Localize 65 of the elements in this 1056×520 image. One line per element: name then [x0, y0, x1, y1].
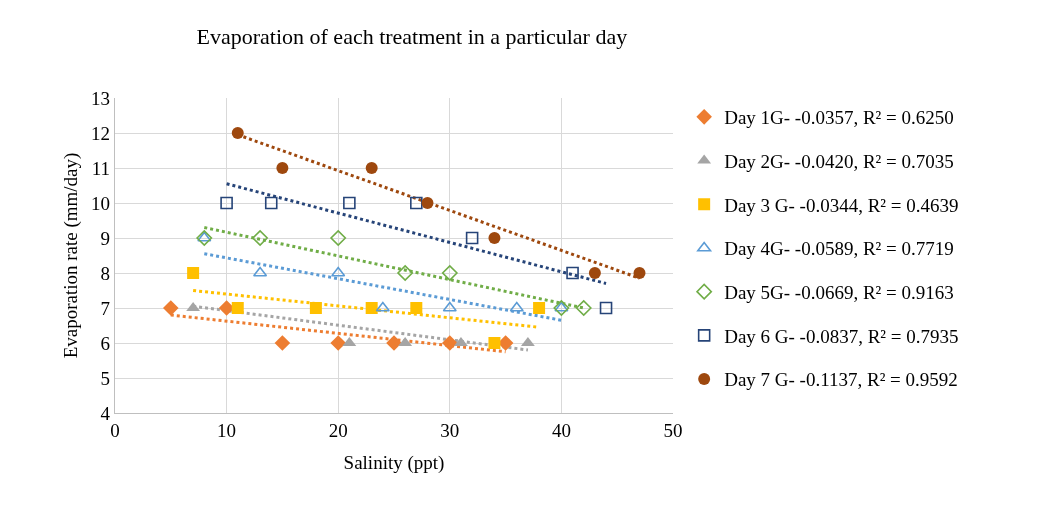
point [441, 265, 458, 281]
point [410, 302, 423, 314]
point [465, 231, 479, 245]
x-tick-label: 50 [663, 419, 683, 441]
legend-label: Day 5G- -0.0669, R² = 0.9163 [724, 282, 954, 304]
point [231, 127, 244, 139]
point [220, 196, 233, 210]
point [633, 267, 646, 279]
x-tick-label: 40 [551, 419, 571, 441]
y-tick-label: 8 [100, 262, 111, 284]
point [365, 162, 378, 174]
y-tick-label: 6 [100, 332, 111, 354]
x-tick-label: 0 [110, 419, 120, 441]
x-axis-title: Salinity (ppt) [343, 451, 445, 474]
y-tick-label: 9 [100, 227, 111, 249]
legend-label: Day 6 G- -0.0837, R² = 0.7935 [724, 325, 959, 347]
point [566, 266, 579, 280]
y-tick-label: 13 [91, 87, 111, 109]
point [442, 335, 458, 351]
point [196, 230, 213, 246]
x-tick-label: 30 [440, 419, 460, 441]
chart-title: Evaporation of each treatment in a particular day [196, 24, 628, 50]
y-axis-title: Evaporation rate (mm/day) [59, 152, 82, 359]
point [343, 196, 356, 210]
point [397, 265, 414, 281]
point [488, 232, 501, 244]
y-tick-label: 11 [91, 157, 111, 179]
legend-label: Day 3 G- -0.0344, R² = 0.4639 [724, 194, 959, 216]
point [264, 196, 278, 210]
point [330, 335, 346, 351]
point [599, 301, 613, 315]
point [509, 301, 524, 312]
point [197, 231, 212, 242]
point [163, 300, 179, 316]
point [274, 335, 291, 351]
y-tick-label: 5 [100, 367, 111, 389]
x-tick-label: 10 [217, 419, 237, 441]
point [575, 300, 592, 316]
point [276, 162, 289, 174]
y-tick-label: 12 [91, 122, 111, 144]
point [252, 230, 269, 246]
x-tick-label: 20 [328, 419, 348, 441]
point [533, 302, 546, 314]
legend-label: Day 1G- -0.0357, R² = 0.6250 [724, 107, 954, 129]
legend-label: Day 7 G- -0.1137, R² = 0.9592 [724, 369, 958, 391]
point [410, 196, 423, 210]
point [309, 302, 322, 314]
legend-label: Day 2G- -0.0420, R² = 0.7035 [724, 150, 954, 172]
point [187, 267, 200, 279]
legend-label: Day 4G- -0.0589, R² = 0.7719 [724, 238, 954, 260]
y-tick-label: 7 [100, 297, 111, 319]
point [421, 197, 434, 209]
point [588, 267, 601, 279]
y-tick-label: 10 [91, 192, 111, 214]
point [330, 230, 347, 246]
point [554, 301, 569, 312]
point [442, 301, 457, 312]
point [331, 266, 346, 277]
point [488, 337, 501, 349]
point [231, 302, 244, 314]
point [386, 335, 402, 351]
point [365, 302, 378, 314]
point [553, 300, 570, 316]
y-tick-label: 4 [100, 402, 111, 424]
point [375, 301, 390, 312]
